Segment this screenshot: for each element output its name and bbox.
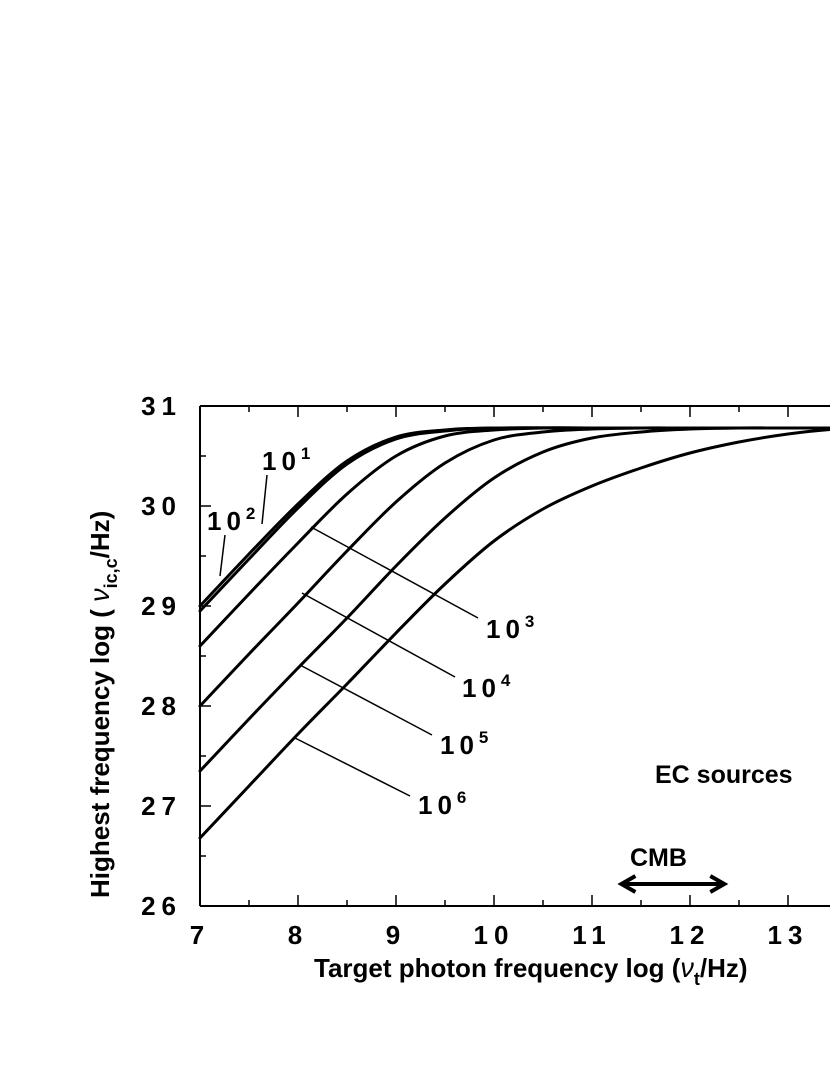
series-line-5 (198, 426, 830, 773)
label-leader-4 (301, 592, 456, 678)
x-tick-label: 13 (768, 920, 809, 950)
y-axis-title: Highest frequency log ( νic,c/Hz) (85, 511, 121, 898)
series-label-5: 105 (440, 728, 493, 760)
series-label-3: 103 (486, 612, 539, 644)
label-leader-1 (261, 474, 268, 525)
series-label-6: 106 (418, 788, 471, 820)
plot-frame (199, 405, 830, 907)
axis-ticks (199, 405, 789, 907)
y-tick-label: 30 (141, 491, 182, 521)
x-axis-title: Target photon frequency log (νt/Hz) (314, 953, 748, 989)
label-leader-3 (310, 526, 479, 619)
x-tick-label: 7 (190, 920, 210, 950)
y-tick-label: 31 (141, 391, 182, 421)
series-curves (198, 426, 830, 840)
label-leader-6 (294, 737, 411, 797)
cmb-label: CMB (630, 844, 687, 872)
y-tick-label: 28 (141, 691, 182, 721)
y-tick-label: 27 (141, 791, 182, 821)
series-label-4: 104 (462, 671, 515, 703)
ec-sources-label: EC sources (655, 761, 793, 789)
x-tick-label: 10 (474, 920, 515, 950)
x-tick-label: 8 (288, 920, 308, 950)
x-tick-label: 12 (670, 920, 711, 950)
x-tick-label: 11 (572, 920, 612, 950)
label-leader-2 (219, 534, 226, 577)
tick-labels: 7 8 9 10 11 12 13 26 27 28 29 30 31 (141, 391, 809, 950)
cmb-arrow-right-head (709, 874, 729, 894)
y-tick-label: 26 (141, 891, 182, 921)
series-line-6 (198, 427, 830, 840)
y-tick-label: 29 (141, 591, 182, 621)
cmb-arrow-left-head (617, 874, 637, 894)
label-leader-5 (299, 664, 433, 736)
x-tick-label: 9 (386, 920, 406, 950)
label-leader-lines (219, 474, 479, 797)
cmb-range-arrow (617, 874, 729, 894)
series-label-2: 102 (207, 504, 260, 536)
series-label-1: 101 (262, 444, 315, 476)
